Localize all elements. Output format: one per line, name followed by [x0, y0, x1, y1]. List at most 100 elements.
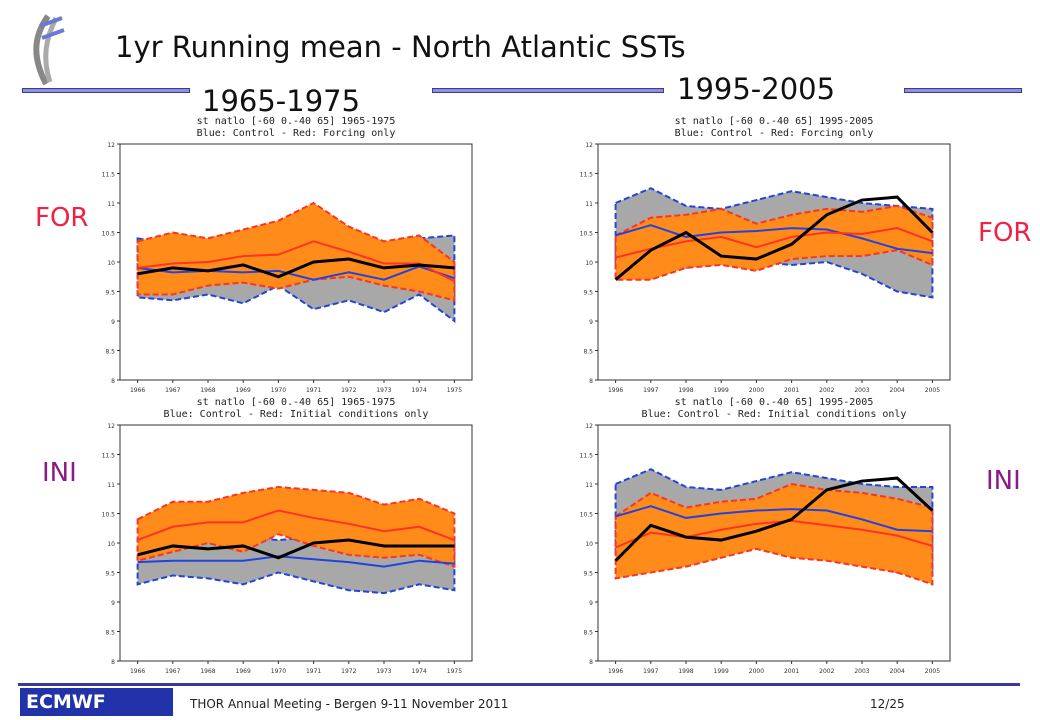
- rule-middle: [432, 88, 664, 93]
- y-tick-label: 11: [107, 201, 115, 208]
- y-tick-label: 9: [111, 319, 115, 326]
- x-tick-label: 1968: [200, 387, 215, 394]
- y-tick-label: 11: [107, 482, 115, 489]
- x-tick-label: 1999: [714, 668, 729, 675]
- y-tick-label: 10: [585, 260, 593, 267]
- y-tick-label: 11.5: [102, 172, 116, 179]
- x-tick-label: 2004: [890, 668, 905, 675]
- x-tick-label: 2002: [819, 668, 834, 675]
- rule-right: [904, 88, 1022, 93]
- label-for-right: FOR: [978, 218, 1032, 248]
- period-left: 1965-1975: [202, 84, 361, 118]
- slide-title: 1yr Running mean - North Atlantic SSTs: [115, 30, 686, 64]
- observed-line: [137, 538, 455, 560]
- x-tick-label: 1997: [643, 668, 658, 675]
- x-tick-label: 1970: [271, 668, 286, 675]
- y-tick-label: 9.5: [583, 571, 593, 578]
- chart-subtitle: Blue: Control - Red: Initial conditions …: [164, 409, 429, 420]
- y-tick-label: 11.5: [102, 453, 116, 460]
- y-tick-label: 8.5: [583, 630, 593, 637]
- y-tick-label: 10.5: [580, 512, 594, 519]
- x-tick-label: 2005: [925, 668, 940, 675]
- label-ini-right: INI: [986, 466, 1021, 496]
- x-tick-label: 1969: [236, 387, 251, 394]
- observed-line: [614, 476, 934, 562]
- chart-title: st natlo [-60 0.-40 65] 1965-1975: [197, 116, 396, 127]
- y-tick-label: 9: [111, 600, 115, 607]
- y-tick-label: 12: [585, 142, 593, 149]
- x-tick-label: 1999: [714, 387, 729, 394]
- x-tick-label: 1974: [412, 387, 427, 394]
- x-tick-label: 2001: [784, 387, 799, 394]
- rule-left: [22, 88, 190, 93]
- x-tick-label: 1968: [200, 668, 215, 675]
- x-tick-label: 2000: [749, 387, 764, 394]
- y-tick-label: 11: [585, 201, 593, 208]
- x-tick-label: 1970: [271, 387, 286, 394]
- x-tick-label: 2005: [925, 387, 940, 394]
- y-tick-label: 8.5: [105, 349, 115, 356]
- x-tick-label: 2003: [854, 668, 869, 675]
- x-tick-label: 1967: [165, 668, 180, 675]
- y-tick-label: 10.5: [580, 231, 594, 238]
- experiment-mean-line: [615, 519, 933, 549]
- chart-title: st natlo [-60 0.-40 65] 1995-2005: [675, 116, 874, 127]
- y-tick-label: 9.5: [105, 571, 115, 578]
- chart-title: st natlo [-60 0.-40 65] 1995-2005: [675, 397, 874, 408]
- y-tick-label: 8: [589, 659, 593, 666]
- x-tick-label: 1972: [341, 387, 356, 394]
- y-tick-label: 12: [585, 423, 593, 430]
- observed-line: [137, 257, 455, 279]
- y-tick-label: 8.5: [583, 349, 593, 356]
- x-tick-label: 1967: [165, 387, 180, 394]
- x-tick-label: 1971: [306, 668, 321, 675]
- y-tick-label: 12: [107, 423, 115, 430]
- period-right: 1995-2005: [677, 72, 836, 106]
- chart-for-1995-2005: st natlo [-60 0.-40 65] 1995-2005 Blue: C…: [578, 112, 958, 402]
- y-tick-label: 10: [107, 541, 115, 548]
- footer-meeting: THOR Annual Meeting - Bergen 9-11 Novemb…: [190, 697, 509, 711]
- chart-ini-1965-1975: st natlo [-60 0.-40 65] 1965-1975 Blue: C…: [100, 393, 480, 683]
- y-tick-label: 10: [585, 541, 593, 548]
- footer-page-number: 12/25: [870, 697, 905, 711]
- x-tick-label: 1996: [608, 387, 623, 394]
- x-tick-label: 1966: [130, 387, 145, 394]
- x-tick-label: 2003: [854, 387, 869, 394]
- chart-for-1965-1975: st natlo [-60 0.-40 65] 1965-1975 Blue: C…: [100, 112, 480, 402]
- y-tick-label: 10.5: [102, 231, 116, 238]
- label-ini-left: INI: [42, 458, 77, 488]
- experiment-mean-line: [615, 227, 933, 259]
- chart-ini-1995-2005: st natlo [-60 0.-40 65] 1995-2005 Blue: C…: [578, 393, 958, 683]
- y-tick-label: 8: [589, 378, 593, 385]
- control-mean-line: [615, 505, 933, 533]
- experiment-range-band: [136, 485, 456, 568]
- y-tick-label: 10: [107, 260, 115, 267]
- x-tick-label: 1975: [447, 387, 462, 394]
- x-tick-label: 1973: [376, 387, 391, 394]
- chart-title: st natlo [-60 0.-40 65] 1965-1975: [197, 397, 396, 408]
- y-tick-label: 8: [111, 659, 115, 666]
- x-tick-label: 2004: [890, 387, 905, 394]
- experiment-range-band: [136, 201, 456, 302]
- observed-line: [614, 195, 934, 281]
- x-tick-label: 1997: [643, 387, 658, 394]
- chart-subtitle: Blue: Control - Red: Forcing only: [675, 128, 874, 139]
- ecmwf-logo: ECMWF: [20, 688, 173, 716]
- y-tick-label: 11.5: [580, 453, 594, 460]
- y-tick-label: 9.5: [583, 290, 593, 297]
- x-tick-label: 1996: [608, 668, 623, 675]
- experiment-mean-line: [137, 509, 455, 541]
- x-tick-label: 1973: [376, 668, 391, 675]
- x-tick-label: 1974: [412, 668, 427, 675]
- label-for-left: FOR: [35, 203, 89, 233]
- x-tick-label: 1998: [678, 387, 693, 394]
- y-tick-label: 8.5: [105, 630, 115, 637]
- control-mean-line: [137, 555, 455, 568]
- control-mean-line: [615, 224, 933, 255]
- y-tick-label: 12: [107, 142, 115, 149]
- y-tick-label: 9: [589, 319, 593, 326]
- chart-subtitle: Blue: Control - Red: Forcing only: [197, 128, 396, 139]
- x-tick-label: 1998: [678, 668, 693, 675]
- footer-rule: [18, 683, 1020, 686]
- control-mean-line: [137, 265, 455, 281]
